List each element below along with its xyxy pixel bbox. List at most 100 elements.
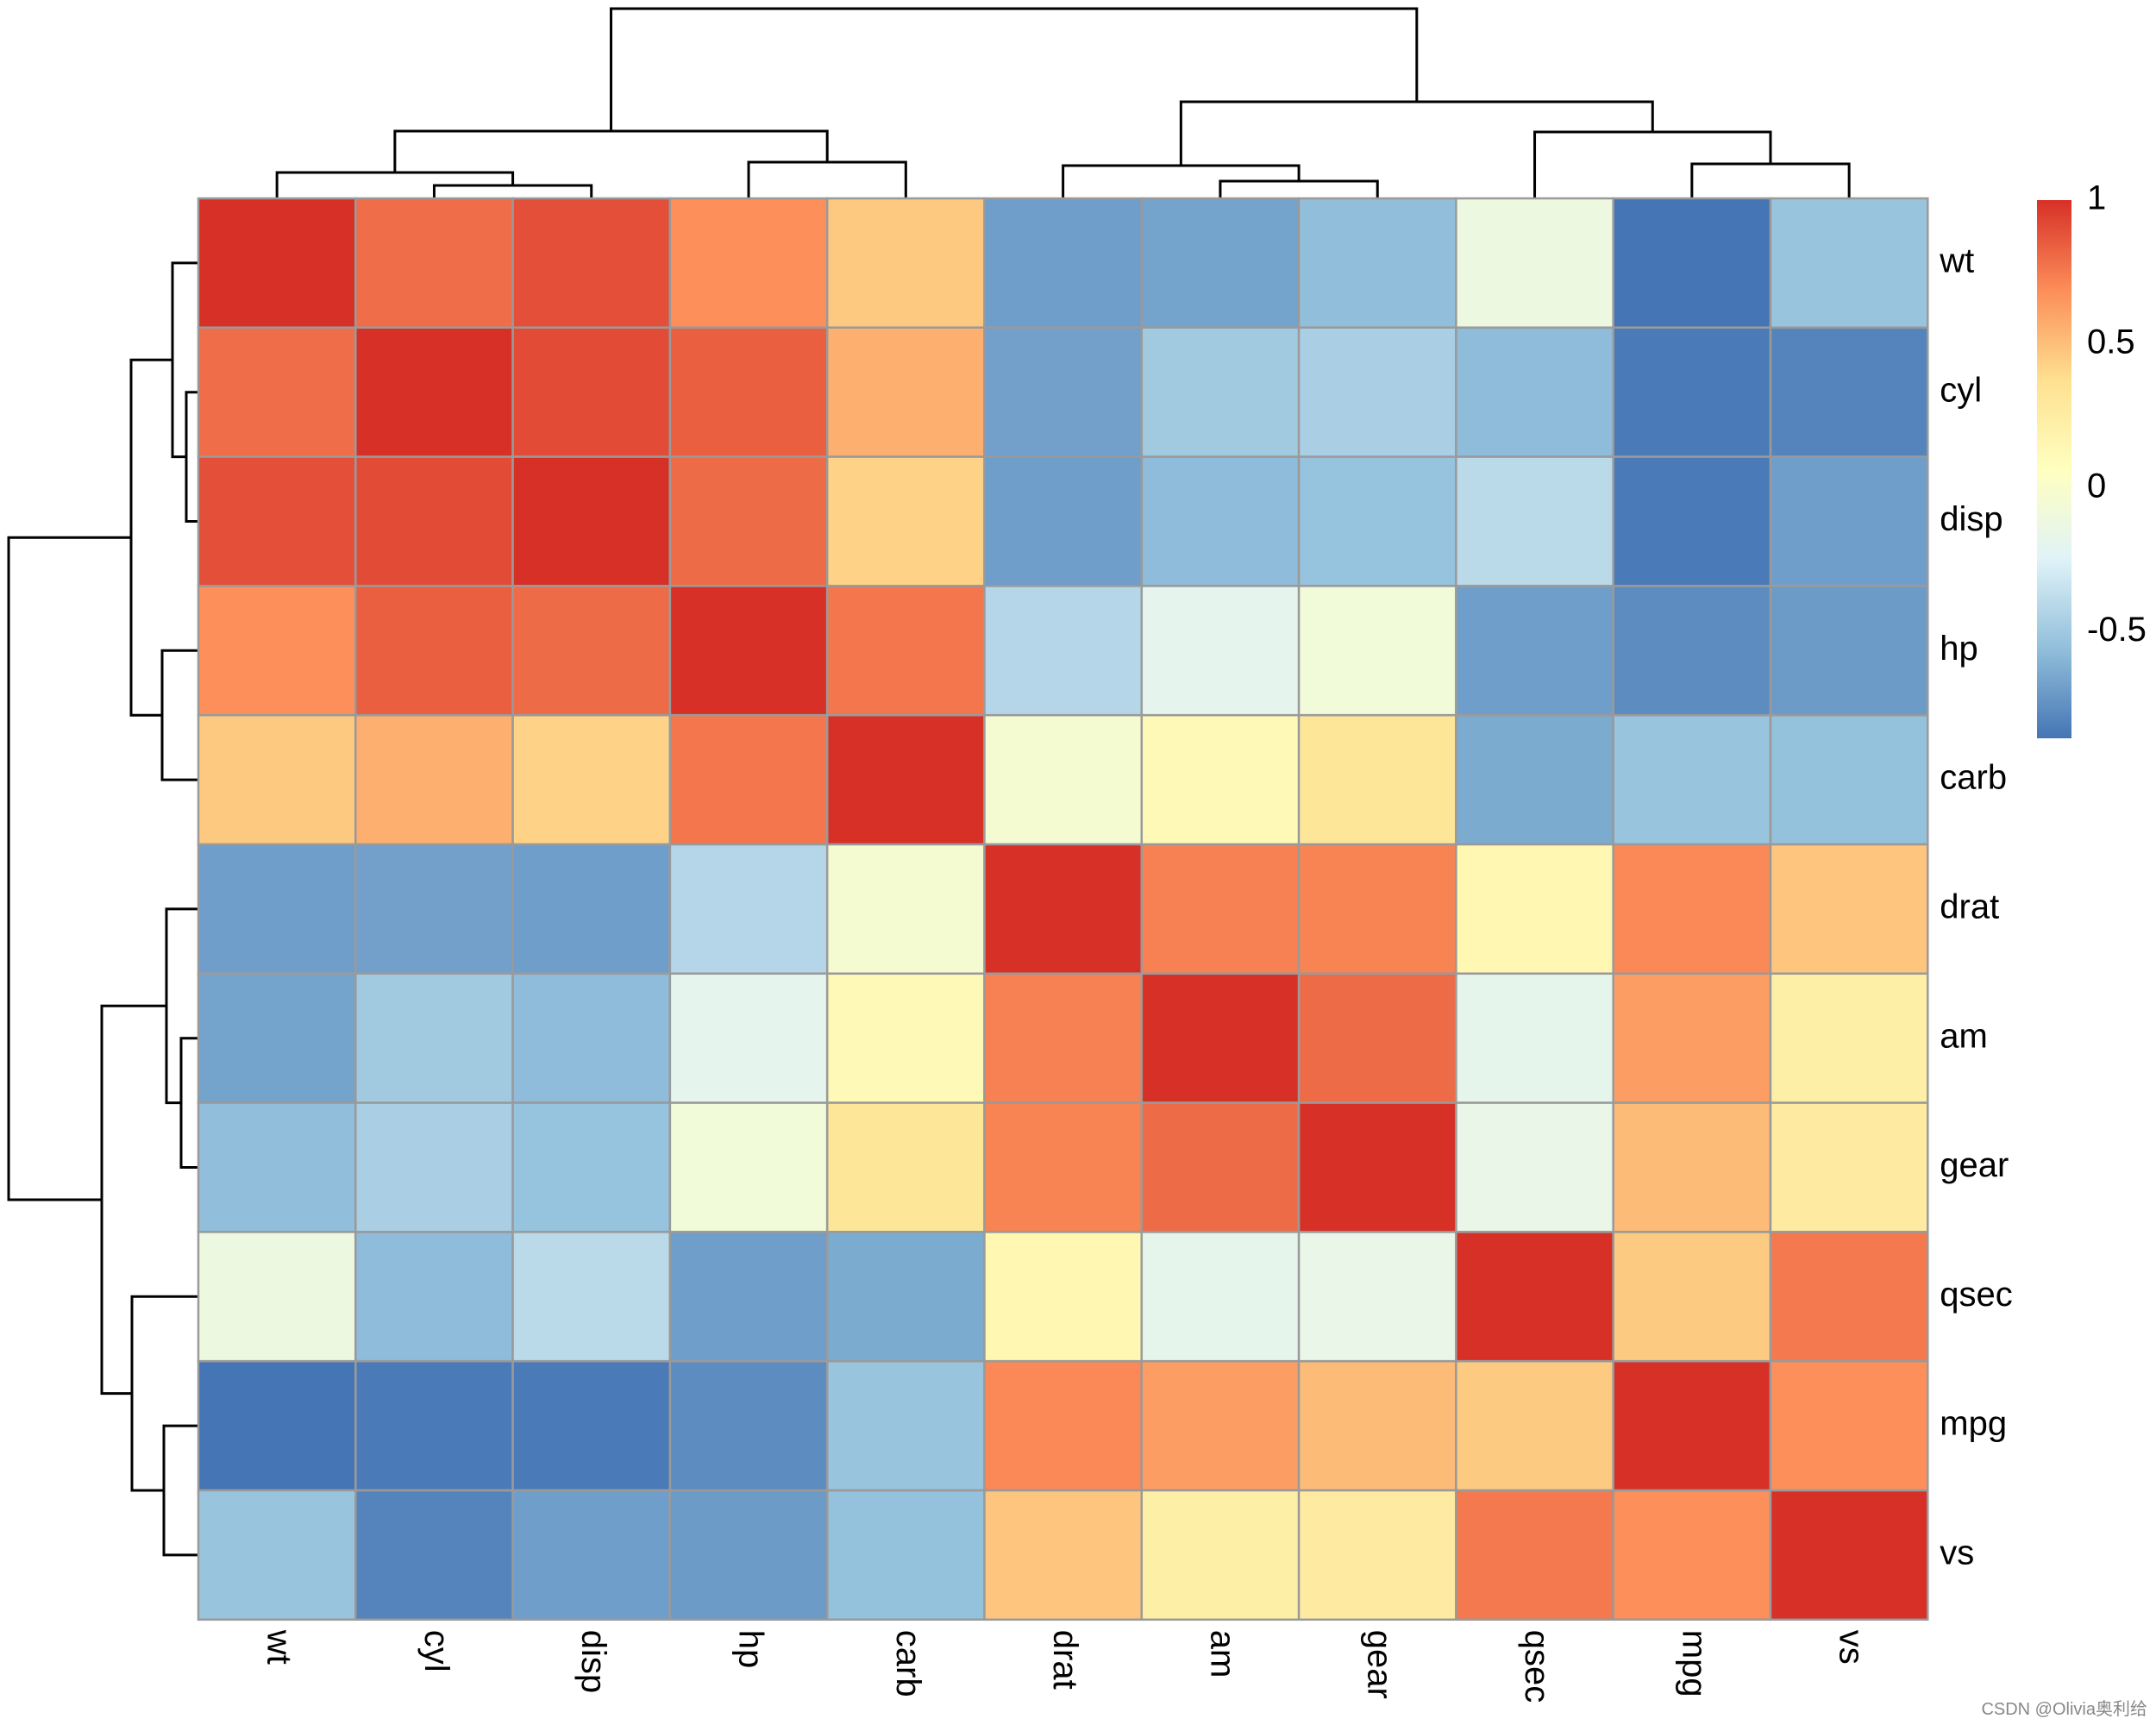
row-labels: wt cyl disp hp carb drat am gear qsec mpg vs: [1939, 242, 2013, 1571]
heatmap-cell-hp-cyl: [354, 585, 514, 717]
heatmap-cell-carb-disp: [511, 713, 672, 846]
heatmap-cell-mpg-drat: [983, 1359, 1144, 1492]
heatmap-cell-gear-disp: [511, 1101, 672, 1233]
heatmap-cell-hp-disp: [511, 585, 672, 717]
column-label-am: am: [1203, 1630, 1241, 1678]
heatmap-cell-gear-drat: [983, 1101, 1144, 1233]
heatmap-cell-hp-gear: [1297, 585, 1457, 717]
heatmap-cell-carb-drat: [983, 713, 1144, 846]
colorbar-tick-label: 0: [2087, 467, 2106, 505]
row-label-carb: carb: [1940, 759, 2007, 797]
heatmap-cell-vs-disp: [511, 1489, 672, 1622]
column-label-wt: wt: [260, 1629, 298, 1665]
column-label-disp: disp: [574, 1630, 612, 1693]
dendro-link: [129, 358, 172, 717]
heatmap-cell-wt-vs: [1769, 197, 1929, 329]
colorbar-tick-label: 1: [2087, 179, 2106, 217]
dendro-link: [162, 1424, 198, 1557]
heatmap-cell-hp-drat: [983, 585, 1144, 717]
heatmap-cell-drat-cyl: [354, 843, 514, 975]
heatmap-cell-disp-wt: [197, 455, 357, 587]
row-label-wt: wt: [1939, 242, 1974, 279]
heatmap-cell-disp-carb: [825, 455, 986, 587]
heatmap-cell-drat-drat: [983, 843, 1144, 975]
column-label-cyl: cyl: [417, 1630, 455, 1672]
heatmap-cell-cyl-am: [1140, 326, 1300, 458]
heatmap-cell-cyl-mpg: [1612, 326, 1772, 458]
heatmap-cell-carb-am: [1140, 713, 1300, 846]
heatmap-cell-gear-qsec: [1455, 1101, 1614, 1233]
heatmap-cell-gear-mpg: [1612, 1101, 1772, 1233]
column-labels: wt cyl disp hp carb drat am gear qsec mpg vs: [260, 1629, 1871, 1703]
dendro-link: [432, 184, 593, 198]
heatmap-cell-gear-am: [1140, 1101, 1300, 1233]
heatmap-cell-qsec-disp: [511, 1231, 672, 1363]
dendro-link: [610, 7, 1419, 131]
heatmap-cell-qsec-wt: [197, 1231, 357, 1363]
heatmap-cell-wt-qsec: [1455, 197, 1614, 329]
heatmap-cell-am-gear: [1297, 972, 1457, 1104]
heatmap-cell-drat-am: [1140, 843, 1300, 975]
heatmap-cell-vs-mpg: [1612, 1489, 1772, 1622]
heatmap-cell-am-wt: [197, 972, 357, 1104]
heatmap-cell-am-carb: [825, 972, 986, 1104]
heatmap-cell-hp-vs: [1769, 585, 1929, 717]
heatmap-cell-wt-mpg: [1612, 197, 1772, 329]
heatmap-cell-carb-mpg: [1612, 713, 1772, 846]
heatmap-cell-drat-hp: [668, 843, 829, 975]
heatmap-cells: [197, 197, 1929, 1622]
heatmap-cell-disp-qsec: [1455, 455, 1614, 587]
dendro-link: [100, 1004, 166, 1396]
heatmap-cell-carb-carb: [825, 713, 986, 846]
heatmap-cell-am-mpg: [1612, 972, 1772, 1104]
heatmap-cell-carb-gear: [1297, 713, 1457, 846]
column-dendrogram: [275, 7, 1851, 198]
watermark-text: CSDN @Olivia奥利给: [1981, 1699, 2147, 1719]
heatmap-cell-vs-vs: [1769, 1489, 1929, 1622]
heatmap-cell-mpg-disp: [511, 1359, 672, 1492]
heatmap-cell-mpg-am: [1140, 1359, 1300, 1492]
heatmap-cell-hp-qsec: [1455, 585, 1614, 717]
dendro-link: [185, 391, 198, 523]
heatmap-cell-mpg-vs: [1769, 1359, 1929, 1492]
heatmap-cell-mpg-carb: [825, 1359, 986, 1492]
dendro-link: [179, 1037, 198, 1169]
column-label-mpg: mpg: [1675, 1630, 1713, 1697]
colorbar-tick-labels: 1 0.5 0 -0.5: [2087, 179, 2147, 649]
heatmap-cell-disp-cyl: [354, 455, 514, 587]
heatmap-cell-gear-wt: [197, 1101, 357, 1233]
heatmap-cell-drat-carb: [825, 843, 986, 975]
heatmap-cell-vs-gear: [1297, 1489, 1457, 1622]
column-label-drat: drat: [1046, 1630, 1084, 1690]
heatmap-cell-am-qsec: [1455, 972, 1614, 1104]
dendro-link: [160, 649, 198, 781]
heatmap-cell-qsec-vs: [1769, 1231, 1929, 1363]
heatmap-cell-qsec-mpg: [1612, 1231, 1772, 1363]
heatmap-cell-mpg-mpg: [1612, 1359, 1772, 1492]
heatmap-cell-gear-carb: [825, 1101, 986, 1233]
row-label-vs: vs: [1940, 1534, 1974, 1571]
heatmap-cell-wt-cyl: [354, 197, 514, 329]
heatmap-cell-cyl-carb: [825, 326, 986, 458]
heatmap-cell-drat-gear: [1297, 843, 1457, 975]
heatmap-cell-am-am: [1140, 972, 1300, 1104]
heatmap-cell-qsec-cyl: [354, 1231, 514, 1363]
heatmap-cell-vs-cyl: [354, 1489, 514, 1622]
heatmap-cell-cyl-vs: [1769, 326, 1929, 458]
column-label-vs: vs: [1833, 1630, 1871, 1665]
color-legend: 1 0.5 0 -0.5: [2037, 179, 2147, 738]
column-label-gear: gear: [1361, 1630, 1399, 1699]
heatmap-cell-wt-gear: [1297, 197, 1457, 329]
row-label-gear: gear: [1940, 1146, 2009, 1184]
heatmap-cell-qsec-drat: [983, 1231, 1144, 1363]
heatmap-cell-mpg-gear: [1297, 1359, 1457, 1492]
colorbar-tick-label: 0.5: [2087, 323, 2135, 361]
heatmap-cell-disp-drat: [983, 455, 1144, 587]
row-label-drat: drat: [1940, 888, 1999, 925]
heatmap-cell-disp-am: [1140, 455, 1300, 587]
heatmap-cell-qsec-hp: [668, 1231, 829, 1363]
heatmap-cell-carb-qsec: [1455, 713, 1614, 846]
heatmap-cell-am-hp: [668, 972, 829, 1104]
dendro-link: [7, 536, 131, 1201]
